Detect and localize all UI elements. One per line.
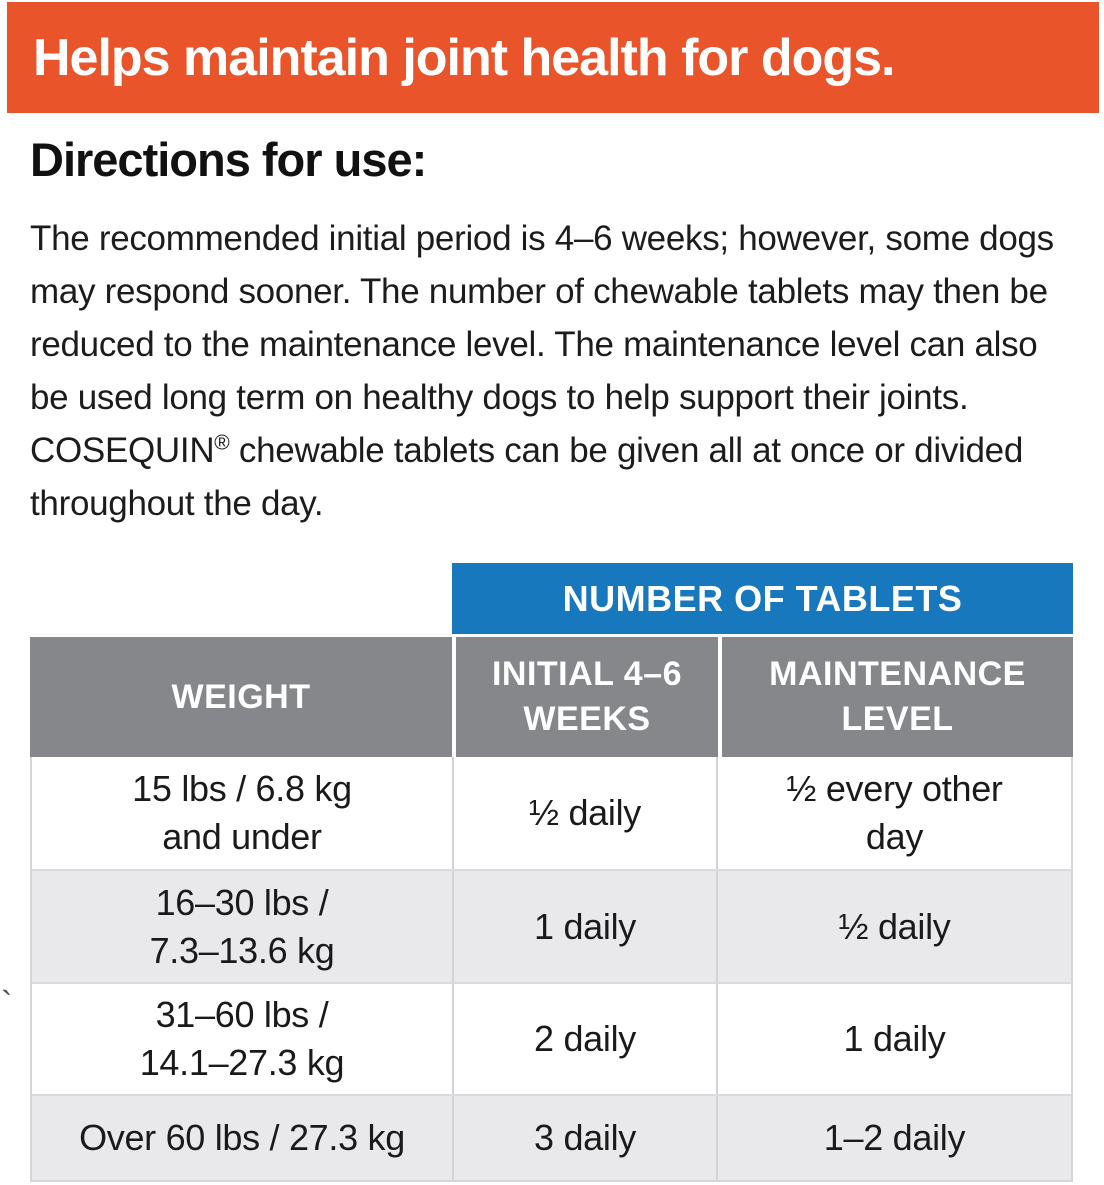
column-header-maintenance: MAINTENANCE LEVEL <box>718 637 1073 757</box>
paragraph-text-part2: chewable tablets can be given all at onc… <box>30 431 1023 523</box>
maintenance-dose-cell: ½ every other day <box>716 757 1071 869</box>
column-header-initial: INITIAL 4–6 WEEKS <box>452 637 718 757</box>
weight-cell: 15 lbs / 6.8 kg and under <box>132 768 352 857</box>
table-body: 15 lbs / 6.8 kg and under ½ daily ½ ever… <box>30 757 1073 1182</box>
table-row: 15 lbs / 6.8 kg and under ½ daily ½ ever… <box>32 757 1071 869</box>
table-row: 31–60 lbs / 14.1–27.3 kg 2 daily 1 daily <box>32 982 1071 1094</box>
maintenance-dose-cell: 1–2 daily <box>716 1096 1071 1180</box>
banner-text: Helps maintain joint health for dogs. <box>33 28 895 87</box>
initial-dose-cell: ½ daily <box>452 757 716 869</box>
weight-cell: 16–30 lbs / 7.3–13.6 kg <box>149 881 335 971</box>
registered-trademark: ® <box>214 431 230 455</box>
top-banner: Helps maintain joint health for dogs. <box>7 2 1099 113</box>
table-row: 16–30 lbs / 7.3–13.6 kg 1 daily ½ daily <box>32 869 1071 982</box>
stray-mark: ` <box>1 985 13 1023</box>
initial-dose-cell: 2 daily <box>452 984 716 1094</box>
table-header-row: WEIGHT INITIAL 4–6 WEEKS MAINTENANCE LEV… <box>30 637 1073 757</box>
table-row: Over 60 lbs / 27.3 kg 3 daily 1–2 daily <box>32 1094 1071 1180</box>
weight-cell: Over 60 lbs / 27.3 kg <box>79 1117 405 1158</box>
directions-paragraph: The recommended initial period is 4–6 we… <box>30 212 1055 530</box>
table-group-header: NUMBER OF TABLETS <box>452 563 1073 634</box>
initial-dose-cell: 3 daily <box>452 1096 716 1180</box>
maintenance-dose-cell: ½ daily <box>716 871 1071 982</box>
weight-cell: 31–60 lbs / 14.1–27.3 kg <box>139 994 345 1083</box>
directions-heading: Directions for use: <box>30 133 427 186</box>
maintenance-dose-cell: 1 daily <box>716 984 1071 1094</box>
paragraph-text-part1: The recommended initial period is 4–6 we… <box>30 219 1054 470</box>
column-header-weight: WEIGHT <box>171 677 311 716</box>
initial-dose-cell: 1 daily <box>452 871 716 982</box>
